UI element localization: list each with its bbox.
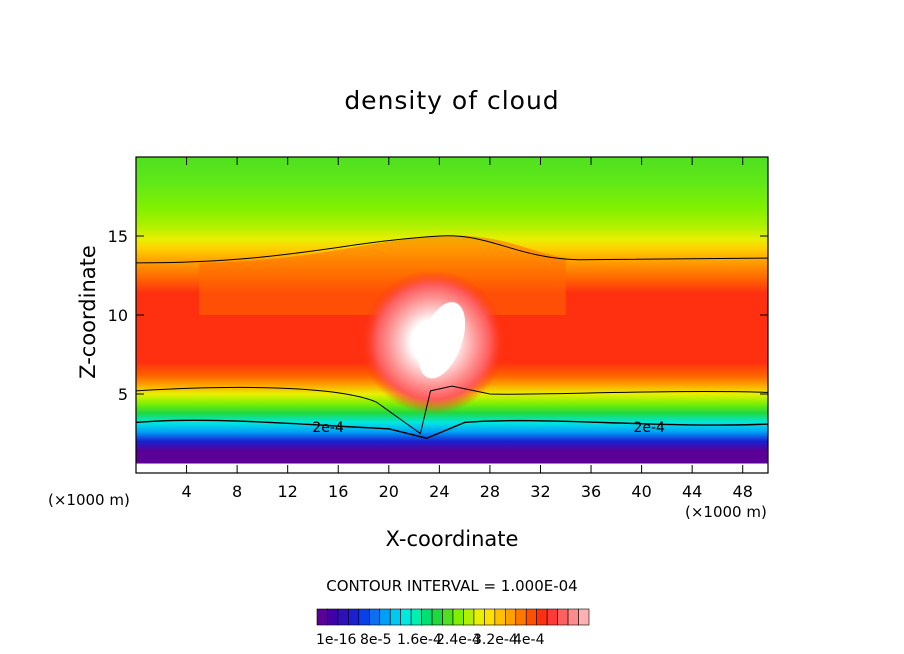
colorbar-swatch [567, 608, 579, 626]
contour-line-2e-4 [135, 419, 769, 439]
colorbar-swatch [484, 608, 496, 626]
colorbar-swatch [421, 608, 433, 626]
x-axis-label: X-coordinate [385, 527, 519, 551]
colorbar: 1e-16 8e-5 1.6e-42.4e-43.2e-44e-4 [316, 608, 590, 648]
colorbar-swatch [473, 608, 485, 626]
colorbar-swatch [515, 608, 527, 626]
colorbar-swatch [463, 608, 475, 626]
colorbar-swatch [327, 608, 339, 626]
x-tick-label: 12 [278, 482, 298, 501]
contour-line-mid [135, 385, 769, 435]
contour-field [136, 157, 768, 473]
x-tick-label: 24 [429, 482, 449, 501]
colorbar-label: 3.2e-4 [473, 632, 518, 648]
x-unit-note-right: (×1000 m) [685, 503, 767, 521]
x-tick-label: 40 [631, 482, 651, 501]
contour-line-upper [135, 235, 769, 264]
colorbar-label: 8e-5 [360, 632, 391, 648]
x-tick-label: 28 [480, 482, 500, 501]
contour-lines [135, 235, 769, 439]
x-tick-label: 48 [733, 482, 753, 501]
colorbar-swatch [525, 608, 537, 626]
field-plume-max [418, 302, 466, 379]
x-tick-label: 8 [232, 482, 242, 501]
colorbar-swatch [452, 608, 464, 626]
x-tick-label: 32 [530, 482, 550, 501]
colorbar-label: 2.4e-4 [436, 632, 481, 648]
contour-interval-text: CONTOUR INTERVAL = 1.000E-04 [326, 577, 578, 595]
colorbar-label: 1.6e-4 [397, 632, 442, 648]
x-unit-note-left: (×1000 m) [48, 491, 130, 509]
colorbar-swatch [348, 608, 360, 626]
colorbar-swatch [442, 608, 454, 626]
colorbar-swatch [494, 608, 506, 626]
colorbar-label: 1e-16 [316, 632, 356, 648]
colorbar-swatch [557, 608, 569, 626]
y-tick-label: 10 [108, 306, 128, 325]
colorbar-swatch [316, 608, 328, 626]
colorbar-swatch [379, 608, 391, 626]
x-tick-label: 20 [379, 482, 399, 501]
contour-label: 2e-4 [633, 420, 665, 436]
colorbar-swatch [410, 608, 422, 626]
colorbar-swatch [369, 608, 381, 626]
y-tick-label: 5 [118, 385, 128, 404]
x-tick-label: 4 [181, 482, 191, 501]
colorbar-swatch [536, 608, 548, 626]
contour-labels: 2e-4 2e-4 [312, 420, 665, 436]
x-tick-label: 44 [682, 482, 702, 501]
x-tick-label: 16 [328, 482, 348, 501]
chart-title: density of cloud [344, 86, 560, 115]
y-axis-label: Z-coordinate [76, 245, 100, 379]
contour-label: 2e-4 [312, 420, 344, 436]
colorbar-swatch [546, 608, 558, 626]
colorbar-swatch [505, 608, 517, 626]
colorbar-swatch [578, 608, 590, 626]
colorbar-label: 4e-4 [513, 632, 545, 648]
field-bottom-band [136, 449, 768, 464]
y-tick-label: 15 [108, 227, 128, 246]
colorbar-swatch [358, 608, 370, 626]
colorbar-swatch [400, 608, 412, 626]
x-tick-label: 36 [581, 482, 601, 501]
colorbar-swatch [337, 608, 349, 626]
colorbar-swatch [389, 608, 401, 626]
colorbar-swatch [431, 608, 443, 626]
